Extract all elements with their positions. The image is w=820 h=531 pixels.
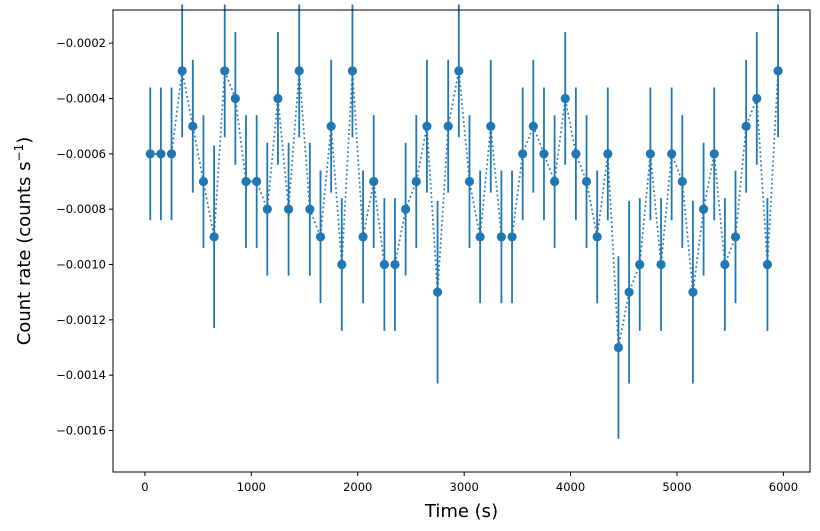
data-point <box>656 259 666 270</box>
data-point <box>518 149 528 159</box>
data-point <box>422 121 432 131</box>
data-point <box>762 259 773 270</box>
x-tick-label: 6000 <box>769 480 798 494</box>
data-point <box>496 232 507 242</box>
data-point <box>326 121 336 131</box>
data-point <box>464 176 475 187</box>
data-point <box>294 66 304 76</box>
data-point <box>358 232 368 242</box>
plot-marks <box>145 4 783 439</box>
x-axis-label: Time (s) <box>424 501 498 522</box>
data-point <box>486 121 496 131</box>
x-tick-label: 3000 <box>450 480 479 494</box>
data-point <box>230 93 240 104</box>
data-point <box>454 66 464 76</box>
axes-frame <box>112 9 811 473</box>
y-axis-label-close: ) <box>14 137 35 144</box>
data-point <box>560 93 570 104</box>
data-point <box>592 232 602 242</box>
data-point <box>315 232 326 242</box>
data-point <box>305 204 315 214</box>
data-point <box>752 93 762 104</box>
y-axis: −0.0016 −0.0014 −0.0012 −0.0010 −0.0008 −0.00… <box>56 36 113 438</box>
data-point <box>145 149 155 159</box>
data-point <box>507 232 517 242</box>
y-tick-label: −0.0008 <box>56 202 106 216</box>
data-point <box>379 259 389 270</box>
data-point <box>730 232 741 242</box>
x-tick-label: 5000 <box>662 480 691 494</box>
data-point <box>635 259 645 270</box>
data-point <box>581 176 592 187</box>
data-point <box>188 121 198 131</box>
data-point <box>698 204 709 214</box>
y-tick-label: −0.0012 <box>56 313 106 327</box>
data-point <box>443 121 453 131</box>
y-tick-label: −0.0006 <box>56 147 106 161</box>
data-point <box>337 259 347 270</box>
x-tick-label: 0 <box>141 480 148 494</box>
y-axis-label-exponent: −1 <box>12 144 26 162</box>
data-point <box>667 149 677 159</box>
data-point <box>283 204 294 214</box>
y-tick-label: −0.0002 <box>56 36 106 50</box>
data-point <box>156 149 166 159</box>
x-axis: 0 1000 2000 3000 4000 5000 6000 <box>141 472 798 494</box>
data-point <box>741 121 751 131</box>
data-point <box>709 149 719 159</box>
x-tick-label: 4000 <box>556 480 585 494</box>
data-point <box>177 66 187 76</box>
data-point <box>390 259 400 270</box>
y-axis-label-main: Count rate (counts s <box>14 161 35 345</box>
data-point <box>773 66 783 76</box>
data-point <box>571 149 581 159</box>
data-point <box>645 149 655 159</box>
data-point <box>613 342 624 353</box>
data-point <box>273 93 283 104</box>
x-tick-label: 1000 <box>237 480 266 494</box>
data-point <box>347 66 358 76</box>
data-point <box>688 287 698 297</box>
data-point <box>262 204 272 214</box>
data-point <box>198 176 209 187</box>
y-tick-label: −0.0014 <box>56 368 106 382</box>
data-point <box>528 121 538 131</box>
data-point <box>603 149 613 159</box>
data-point <box>624 287 634 297</box>
data-point <box>475 232 485 242</box>
data-point <box>166 149 177 159</box>
data-point <box>432 287 443 297</box>
data-point <box>677 176 687 187</box>
x-tick-label: 2000 <box>343 480 372 494</box>
data-point <box>241 176 251 187</box>
data-point <box>401 204 411 214</box>
data-point <box>550 176 560 187</box>
data-point <box>252 176 262 187</box>
data-point <box>369 176 379 187</box>
y-axis-label: Count rate (counts s−1) <box>12 137 35 345</box>
data-point <box>209 232 219 242</box>
data-point <box>720 259 730 270</box>
data-point <box>539 149 549 159</box>
data-point <box>411 176 421 187</box>
y-tick-label: −0.0010 <box>56 258 106 272</box>
y-tick-label: −0.0004 <box>56 92 106 106</box>
y-tick-label: −0.0016 <box>56 424 106 438</box>
data-point <box>220 66 230 76</box>
